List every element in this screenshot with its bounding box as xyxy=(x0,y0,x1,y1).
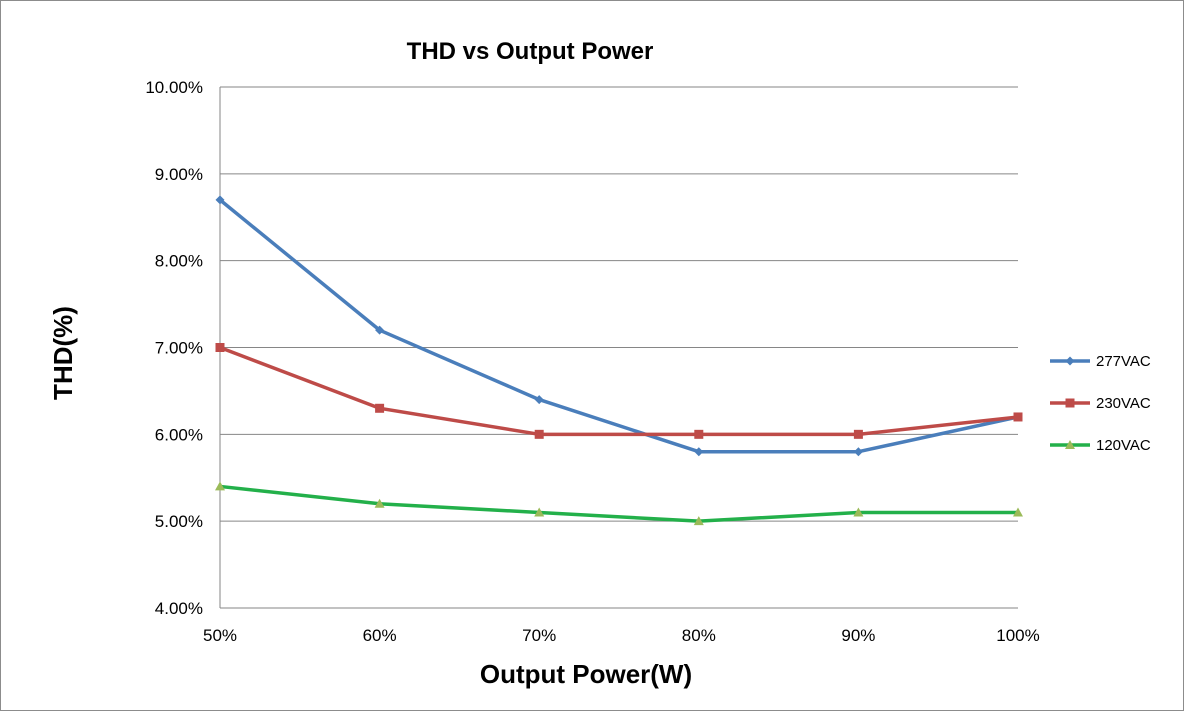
y-tick-label: 6.00% xyxy=(155,425,203,444)
data-point-230vac xyxy=(1013,412,1023,422)
data-point-230vac xyxy=(534,429,544,439)
x-tick-label: 70% xyxy=(522,626,556,645)
data-point-277vac xyxy=(534,395,544,405)
data-point-230vac xyxy=(215,343,225,352)
data-point-120vac xyxy=(374,498,385,508)
data-point-277vac xyxy=(375,325,385,335)
y-tick-label: 9.00% xyxy=(155,165,203,184)
series-line-230vac xyxy=(218,345,1020,437)
x-axis-title: Output Power(W) xyxy=(480,659,692,689)
x-tick-label: 50% xyxy=(203,626,237,645)
data-point-277vac xyxy=(694,447,704,457)
y-tick-label: 8.00% xyxy=(155,252,203,271)
x-axis-tick-labels: 50% 60% 70% 80% 90% 100% xyxy=(203,626,1040,645)
legend-label-230vac: 230VAC xyxy=(1096,395,1151,412)
legend-label-120vac: 120VAC xyxy=(1096,437,1151,454)
y-tick-label: 4.00% xyxy=(155,599,203,618)
data-point-230vac xyxy=(375,403,385,413)
data-point-120vac xyxy=(534,507,545,517)
data-point-120vac xyxy=(215,481,225,491)
data-point-120vac xyxy=(1013,507,1023,517)
data-point-120vac xyxy=(853,507,864,517)
data-point-277vac xyxy=(853,447,863,457)
y-tick-label: 5.00% xyxy=(155,512,203,531)
gridlines xyxy=(220,86,1018,609)
legend-marker-277vac xyxy=(1065,356,1075,366)
legend: 277VAC 230VAC 120VAC xyxy=(1050,353,1151,454)
data-point-230vac xyxy=(853,429,863,439)
data-point-230vac xyxy=(694,429,704,439)
series-lines xyxy=(215,195,1023,526)
series-line-277vac xyxy=(218,198,1020,454)
y-tick-label: 10.00% xyxy=(145,78,203,97)
data-point-277vac xyxy=(215,195,225,205)
legend-marker-230vac xyxy=(1065,398,1075,408)
y-axis-title: THD(%) xyxy=(48,306,78,400)
y-axis-tick-labels: 10.00% 9.00% 8.00% 7.00% 6.00% 5.00% 4.00% xyxy=(145,78,203,618)
data-point-120vac xyxy=(693,516,704,526)
x-tick-label: 90% xyxy=(841,626,875,645)
legend-marker-120vac xyxy=(1065,440,1075,449)
legend-label-277vac: 277VAC xyxy=(1096,353,1151,370)
chart-title: THD vs Output Power xyxy=(407,38,654,65)
series-line-120vac xyxy=(218,484,1020,523)
x-tick-label: 60% xyxy=(363,626,397,645)
x-tick-label: 100% xyxy=(996,626,1039,645)
x-tick-label: 80% xyxy=(682,626,716,645)
y-tick-label: 7.00% xyxy=(155,339,203,358)
